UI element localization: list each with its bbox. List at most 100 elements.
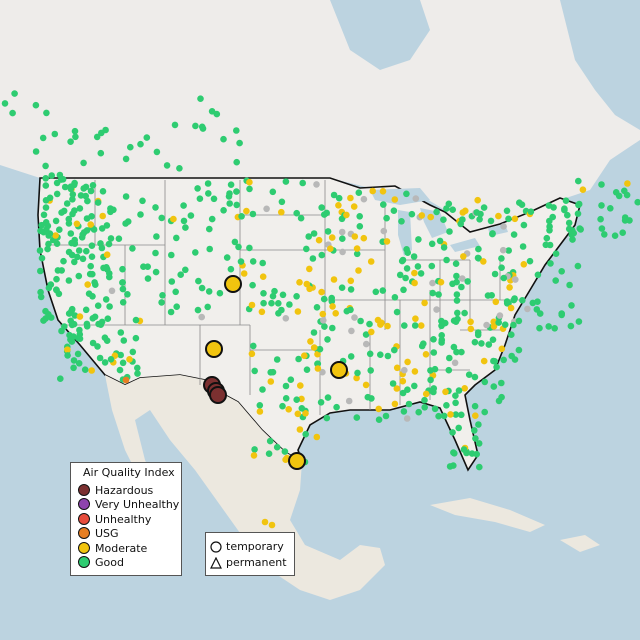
station-marker[interactable] — [168, 278, 176, 285]
station-marker[interactable] — [412, 195, 420, 202]
station-marker[interactable] — [251, 367, 258, 375]
station-marker[interactable] — [362, 331, 370, 338]
station-marker[interactable] — [393, 385, 401, 392]
station-marker[interactable] — [238, 213, 245, 220]
station-marker[interactable] — [53, 286, 60, 294]
station-marker[interactable] — [347, 194, 354, 202]
station-marker[interactable] — [510, 296, 518, 304]
station-marker[interactable] — [287, 376, 295, 384]
station-marker[interactable] — [451, 450, 458, 457]
station-marker[interactable] — [70, 357, 78, 364]
station-marker[interactable] — [501, 321, 509, 329]
station-marker[interactable] — [53, 275, 60, 283]
station-marker[interactable] — [478, 340, 485, 347]
station-marker[interactable] — [57, 375, 64, 383]
station-marker[interactable] — [213, 110, 221, 118]
station-marker[interactable] — [545, 202, 553, 209]
station-marker[interactable] — [42, 162, 49, 170]
station-marker[interactable] — [301, 352, 308, 360]
station-marker[interactable] — [9, 109, 16, 117]
station-marker[interactable] — [106, 303, 113, 310]
station-marker[interactable] — [53, 179, 61, 187]
station-marker[interactable] — [382, 412, 390, 420]
station-marker[interactable] — [170, 215, 177, 223]
station-marker[interactable] — [335, 194, 343, 202]
station-marker[interactable] — [220, 135, 227, 143]
station-marker[interactable] — [443, 256, 450, 264]
station-marker[interactable] — [268, 299, 275, 307]
station-marker[interactable] — [97, 240, 104, 247]
station-marker[interactable] — [313, 304, 321, 311]
station-marker[interactable] — [318, 288, 325, 296]
station-marker[interactable] — [474, 196, 482, 204]
station-marker[interactable] — [390, 207, 398, 214]
station-marker[interactable] — [347, 286, 355, 293]
station-marker[interactable] — [38, 254, 46, 262]
station-marker[interactable] — [306, 265, 313, 273]
station-marker[interactable] — [282, 315, 290, 322]
station-marker[interactable] — [488, 292, 496, 299]
station-marker[interactable] — [237, 258, 245, 265]
station-marker[interactable] — [485, 341, 493, 348]
station-marker[interactable] — [440, 216, 447, 223]
station-marker[interactable] — [403, 265, 411, 272]
station-marker[interactable] — [42, 182, 50, 189]
station-marker[interactable] — [323, 414, 331, 422]
station-marker[interactable] — [451, 359, 459, 367]
station-marker[interactable] — [314, 365, 322, 372]
station-marker[interactable] — [500, 223, 507, 230]
station-marker[interactable] — [367, 258, 375, 265]
station-marker[interactable] — [480, 204, 488, 211]
station-marker[interactable] — [398, 257, 406, 265]
station-marker[interactable] — [619, 229, 626, 236]
station-marker[interactable] — [314, 360, 322, 368]
station-marker[interactable] — [158, 214, 165, 222]
station-marker[interactable] — [69, 210, 76, 218]
station-marker[interactable] — [315, 236, 323, 244]
station-marker[interactable] — [297, 214, 305, 222]
station-marker[interactable] — [273, 443, 281, 451]
station-marker[interactable] — [624, 180, 631, 187]
station-marker[interactable] — [332, 310, 340, 317]
station-marker[interactable] — [575, 177, 582, 185]
station-marker[interactable] — [99, 188, 107, 195]
station-marker[interactable] — [76, 313, 84, 320]
station-marker[interactable] — [467, 318, 474, 326]
station-marker[interactable] — [105, 240, 113, 248]
station-marker[interactable] — [94, 199, 102, 206]
station-marker[interactable] — [180, 202, 187, 209]
station-marker[interactable] — [79, 255, 87, 263]
station-marker[interactable] — [240, 270, 248, 277]
station-marker[interactable] — [293, 293, 300, 300]
station-marker[interactable] — [393, 364, 401, 372]
station-marker[interactable] — [309, 255, 317, 262]
station-marker[interactable] — [492, 298, 500, 306]
station-marker[interactable] — [132, 334, 140, 342]
station-marker[interactable] — [429, 289, 437, 297]
station-marker[interactable] — [458, 283, 465, 291]
station-marker[interactable] — [83, 227, 91, 234]
station-marker[interactable] — [268, 521, 276, 529]
station-marker[interactable] — [474, 331, 482, 339]
station-marker[interactable] — [353, 414, 361, 421]
station-marker[interactable] — [324, 228, 332, 235]
station-marker[interactable] — [449, 429, 456, 436]
station-marker[interactable] — [305, 233, 313, 240]
station-marker[interactable] — [273, 356, 281, 363]
station-marker[interactable] — [524, 305, 531, 313]
station-marker[interactable] — [453, 348, 460, 356]
station-marker[interactable] — [450, 462, 457, 469]
station-marker[interactable] — [510, 231, 518, 238]
station-marker[interactable] — [598, 202, 605, 209]
station-marker[interactable] — [318, 204, 326, 211]
station-marker[interactable] — [249, 281, 256, 289]
station-marker[interactable] — [249, 258, 257, 265]
station-marker[interactable] — [335, 202, 342, 209]
station-marker[interactable] — [129, 348, 137, 356]
station-marker[interactable] — [259, 273, 267, 281]
station-marker[interactable] — [296, 279, 303, 286]
station-marker[interactable] — [452, 392, 459, 400]
station-marker[interactable] — [281, 448, 289, 455]
station-marker[interactable] — [80, 185, 87, 192]
station-marker[interactable] — [483, 321, 490, 329]
